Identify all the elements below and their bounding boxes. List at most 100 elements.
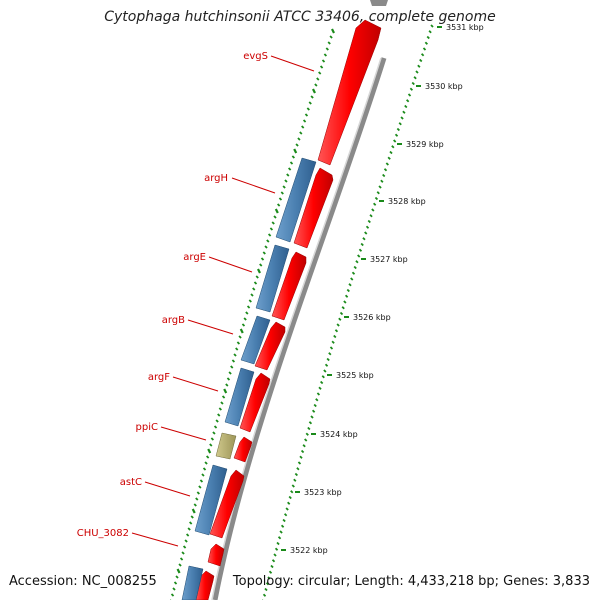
tick-mark — [385, 162, 389, 166]
tick-mark — [199, 479, 204, 483]
tick-mark — [396, 127, 401, 132]
tick-mark — [280, 191, 284, 195]
gene-label-leader — [187, 319, 234, 335]
gene-CHU_3082[interactable] — [207, 543, 225, 567]
tick-mark — [226, 377, 231, 381]
tick-mark — [415, 70, 419, 74]
feature-ppiC[interactable] — [215, 432, 237, 460]
tick-mark — [209, 443, 213, 447]
tick-mark — [305, 432, 309, 436]
gene-label-leader — [172, 376, 219, 392]
tick-mark — [315, 398, 319, 402]
tick-mark — [295, 143, 299, 147]
tick-mark — [204, 461, 208, 465]
tick-mark — [274, 208, 279, 214]
tick-mark — [331, 28, 335, 34]
gene-argE[interactable] — [271, 251, 307, 321]
tick-mark — [191, 508, 196, 514]
genome-backbone-highlight — [211, 57, 382, 600]
tick-mark — [393, 139, 397, 143]
kbp-label: 3528 kbp — [388, 197, 426, 206]
tick-mark — [299, 455, 303, 459]
gene-label: ppiC — [136, 422, 158, 433]
tick-mark — [178, 563, 182, 567]
tick-mark — [400, 116, 404, 120]
gene-label-leader — [231, 177, 276, 194]
gene-label: evgS — [243, 51, 268, 62]
tick-mark — [304, 113, 309, 117]
gene-argB-reverse[interactable] — [240, 315, 271, 365]
tick-mark — [277, 536, 282, 540]
tick-mark — [346, 288, 350, 293]
tick-mark — [313, 403, 317, 408]
tick-mark — [273, 215, 277, 219]
tick-mark — [328, 352, 332, 356]
gene-argH[interactable] — [293, 167, 334, 249]
genome-summary-text: Topology: circular; Length: 4,433,218 bp… — [232, 574, 590, 589]
kbp-label: 3525 kbp — [336, 371, 374, 380]
gene-bottom-reverse[interactable] — [181, 565, 204, 600]
gene-label: argF — [148, 372, 170, 383]
tick-mark — [355, 260, 359, 264]
tick-mark — [172, 587, 176, 591]
tick-mark — [271, 559, 276, 563]
gene-argF[interactable] — [239, 372, 271, 433]
gene-evgS[interactable] — [317, 19, 382, 166]
tick-mark — [179, 557, 184, 561]
gene-astC-reverse[interactable] — [194, 464, 228, 536]
tick-mark — [344, 294, 349, 298]
tick-mark — [357, 254, 361, 258]
gene-argE-reverse[interactable] — [255, 244, 290, 313]
tick-mark — [333, 334, 337, 339]
tick-mark — [426, 35, 430, 40]
tick-mark — [348, 283, 352, 287]
tick-mark — [389, 150, 393, 155]
tick-mark — [306, 107, 310, 111]
gene-argH-reverse[interactable] — [275, 157, 317, 243]
kbp-label: 3522 kbp — [290, 546, 328, 555]
gene-ppiC-partner[interactable] — [233, 436, 253, 463]
tick-mark — [318, 71, 322, 75]
gene-label-leader — [131, 532, 179, 547]
gene-label: argE — [183, 252, 206, 263]
tick-mark — [364, 231, 368, 235]
tick-mark — [215, 419, 219, 423]
tick-mark — [176, 568, 181, 574]
tick-mark — [299, 131, 303, 135]
tick-mark — [259, 263, 263, 267]
tick-mark — [394, 133, 399, 137]
tick-mark — [321, 375, 325, 379]
tick-mark — [253, 281, 258, 285]
tick-mark — [376, 191, 380, 195]
gene-argF-reverse[interactable] — [224, 367, 255, 427]
tick-mark — [291, 484, 295, 488]
tick-mark — [406, 99, 410, 103]
gene-label: CHU_3082 — [77, 528, 129, 539]
gene-astC[interactable] — [209, 469, 245, 539]
tick-mark — [185, 533, 190, 537]
tick-mark — [283, 513, 288, 517]
tick-mark — [264, 587, 268, 592]
tick-mark — [310, 95, 314, 99]
tick-mark — [307, 426, 311, 431]
tick-mark — [276, 541, 280, 546]
tick-mark — [387, 156, 391, 160]
tick-mark — [195, 497, 199, 501]
kbp-label: 3529 kbp — [406, 140, 444, 149]
tick-mark — [326, 357, 330, 362]
tick-mark — [382, 173, 386, 178]
tick-mark — [310, 415, 314, 419]
inner-tick-ring — [170, 28, 335, 600]
gene-label: argB — [162, 315, 185, 326]
tick-mark — [279, 530, 283, 534]
tick-mark — [308, 421, 313, 425]
tick-mark — [422, 47, 427, 51]
tick-mark — [239, 328, 244, 334]
tick-mark — [319, 65, 324, 69]
gene-argB[interactable] — [254, 321, 286, 371]
tick-mark — [312, 88, 316, 94]
tick-mark — [334, 329, 339, 333]
tick-mark — [331, 340, 335, 344]
tick-mark — [293, 148, 298, 154]
